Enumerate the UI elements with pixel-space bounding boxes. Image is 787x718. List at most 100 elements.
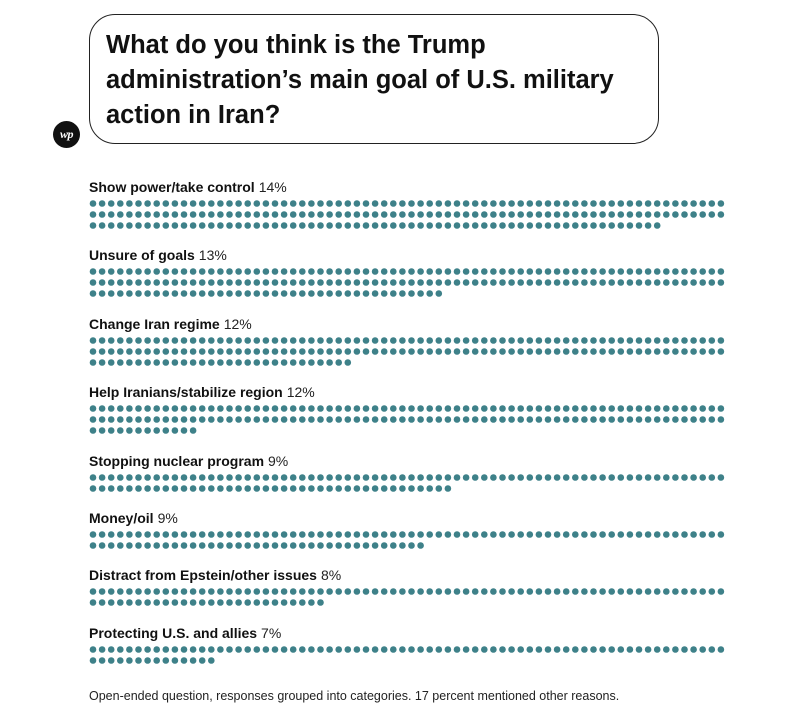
response-dot (289, 290, 297, 297)
response-dot (135, 405, 142, 412)
response-dot (408, 405, 415, 412)
response-dot (135, 646, 142, 653)
response-dot (471, 405, 479, 412)
response-dot (490, 222, 497, 229)
response-dot (362, 485, 370, 492)
response-dot (581, 279, 588, 286)
response-dot (280, 485, 288, 492)
response-dot (380, 200, 388, 207)
response-dot (535, 211, 543, 218)
response-dot (572, 348, 579, 355)
response-dot (117, 200, 124, 207)
response-dot (135, 200, 142, 207)
response-dot (544, 348, 552, 355)
response-dot (390, 588, 397, 595)
response-dot (326, 348, 333, 355)
response-dot (198, 531, 206, 538)
response-dot (289, 211, 297, 218)
category-label: Money/oil 9% (89, 510, 178, 526)
response-dot (490, 337, 497, 344)
response-dot (562, 211, 570, 218)
response-dot (417, 337, 424, 344)
response-dot (408, 348, 415, 355)
response-dot (280, 531, 288, 538)
response-dot (435, 405, 443, 412)
response-dot (226, 222, 233, 229)
response-dot (89, 290, 97, 297)
response-dot (353, 646, 361, 653)
response-dot (208, 290, 215, 297)
response-dot (344, 348, 352, 355)
response-dot (189, 657, 197, 664)
response-dot (444, 200, 452, 207)
response-dot (663, 279, 670, 286)
response-dot (526, 474, 534, 481)
response-dot (663, 268, 670, 275)
response-dot (663, 211, 670, 218)
response-dot (289, 222, 297, 229)
response-dot (89, 542, 97, 549)
response-dot (135, 290, 142, 297)
response-dot (153, 646, 160, 653)
response-dot (89, 531, 97, 538)
response-dot (517, 474, 524, 481)
response-dot (581, 200, 588, 207)
response-dot (107, 200, 115, 207)
response-dot (362, 290, 370, 297)
response-dot (371, 279, 379, 286)
response-dot (535, 646, 543, 653)
response-dot (362, 542, 370, 549)
response-dot (599, 211, 606, 218)
response-dot (89, 405, 97, 412)
response-dot (417, 290, 424, 297)
response-dot (253, 268, 261, 275)
response-dot (390, 348, 397, 355)
category-value: 9% (157, 510, 178, 526)
response-dot (526, 211, 534, 218)
response-dot (117, 268, 124, 275)
response-dot (280, 359, 288, 366)
response-dot (208, 531, 215, 538)
response-dot (117, 416, 124, 423)
response-dot (126, 427, 133, 434)
response-dot (299, 531, 306, 538)
response-dot (98, 405, 106, 412)
response-dot (171, 337, 179, 344)
response-dot (253, 279, 261, 286)
response-dot (162, 599, 170, 606)
response-dot (462, 348, 470, 355)
response-dot (471, 531, 479, 538)
response-dot (226, 211, 233, 218)
response-dot (107, 657, 115, 664)
response-dot (280, 268, 288, 275)
response-dot (126, 268, 133, 275)
response-dot (335, 405, 342, 412)
response-dot (326, 211, 333, 218)
response-dot (208, 337, 215, 344)
response-dot (435, 474, 443, 481)
response-dot (189, 222, 197, 229)
response-dot (271, 222, 279, 229)
response-dot (535, 474, 543, 481)
response-dot (208, 268, 215, 275)
response-dot (280, 211, 288, 218)
response-dot (308, 646, 315, 653)
response-dot (517, 416, 524, 423)
response-dot (653, 200, 661, 207)
response-dot (608, 222, 615, 229)
response-dot (144, 290, 151, 297)
response-dot (481, 474, 488, 481)
response-dot (426, 485, 434, 492)
response-dot (681, 211, 688, 218)
response-dot (198, 268, 206, 275)
response-dot (289, 200, 297, 207)
response-dot (590, 405, 597, 412)
response-dot (326, 279, 333, 286)
category-name: Help Iranians/stabilize region (89, 384, 283, 400)
response-dot (653, 405, 661, 412)
response-dot (226, 542, 233, 549)
response-dot (153, 427, 160, 434)
response-dot (590, 348, 597, 355)
response-dot (171, 657, 179, 664)
response-dot (289, 531, 297, 538)
